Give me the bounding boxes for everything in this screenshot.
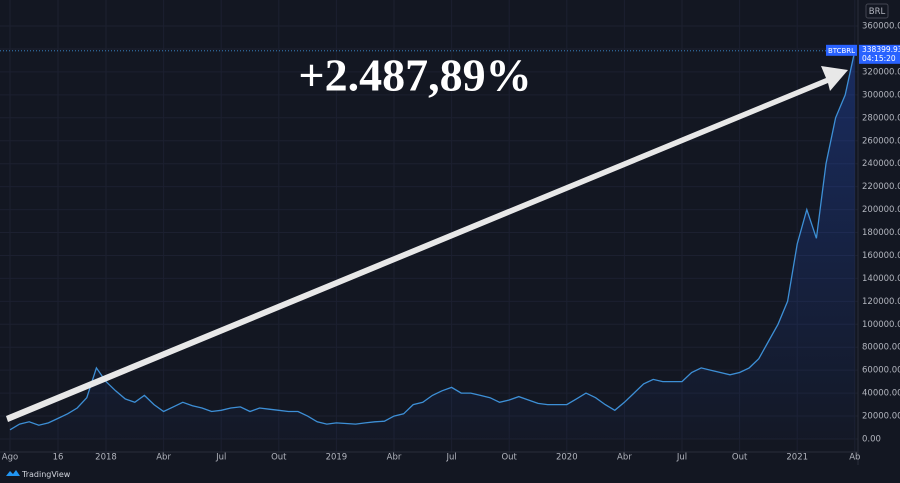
price-line — [9, 50, 856, 431]
x-tick-label: Jul — [445, 453, 456, 463]
x-tick-label: 16 — [53, 453, 64, 463]
price-box — [859, 44, 900, 64]
currency-box — [865, 3, 889, 19]
y-tick-label: 280000.00 — [862, 113, 900, 123]
x-tick-label: Out — [271, 453, 287, 463]
x-tick-label: Out — [501, 453, 517, 463]
x-tick-label: 2020 — [556, 453, 578, 463]
y-tick-label: 40000.00 — [862, 389, 900, 399]
x-tick-label: Ago — [2, 453, 18, 463]
x-tick-label: Abr — [387, 453, 402, 463]
arrow — [6, 66, 848, 422]
x-tick-label: 2021 — [786, 453, 808, 463]
x-tick-label: Abr — [617, 453, 632, 463]
y-tick-label: 260000.00 — [862, 136, 900, 146]
brand: TradingView — [21, 470, 71, 479]
x-tick-label: Jul — [676, 453, 687, 463]
plot — [9, 50, 856, 440]
y-tick-label: 320000.00 — [862, 67, 900, 77]
y-tick-label: 180000.00 — [862, 228, 900, 238]
y-tick-label: 220000.00 — [862, 182, 900, 192]
price-time: 04:15:20 — [862, 54, 896, 63]
y-tick-label: 300000.00 — [862, 90, 900, 100]
symbol-box — [826, 44, 857, 56]
y-tick-label: 200000.00 — [862, 205, 900, 215]
x-tick-label: Abr — [156, 453, 171, 463]
area — [10, 50, 855, 440]
price-label: 338399.93 — [862, 45, 900, 54]
y-tick-label: 0.00 — [862, 435, 881, 445]
y-tick-label: 140000.00 — [862, 274, 900, 284]
footer — [0, 465, 900, 483]
symbol-label: BTCBRL — [828, 47, 855, 55]
annotation: +2.487,89% — [298, 50, 531, 101]
x-tick-label: Jul — [215, 453, 226, 463]
brand-logo — [6, 470, 20, 476]
y-tick-label: 80000.00 — [862, 343, 900, 353]
currency: BRL — [869, 7, 886, 17]
x-tick-label: Out — [732, 453, 748, 463]
x-tick-label: Ab — [849, 453, 860, 463]
x-tick-label: 2019 — [326, 453, 348, 463]
y-tick-label: 120000.00 — [862, 297, 900, 307]
x-tick-label: 2018 — [95, 453, 117, 463]
y-tick-label: 160000.00 — [862, 251, 900, 261]
y-tick-label: 20000.00 — [862, 412, 900, 422]
y-tick-label: 100000.00 — [862, 320, 900, 330]
y-tick-label: 60000.00 — [862, 366, 900, 376]
y-tick-label: 360000.00 — [862, 22, 900, 32]
y-tick-label: 240000.00 — [862, 159, 900, 169]
